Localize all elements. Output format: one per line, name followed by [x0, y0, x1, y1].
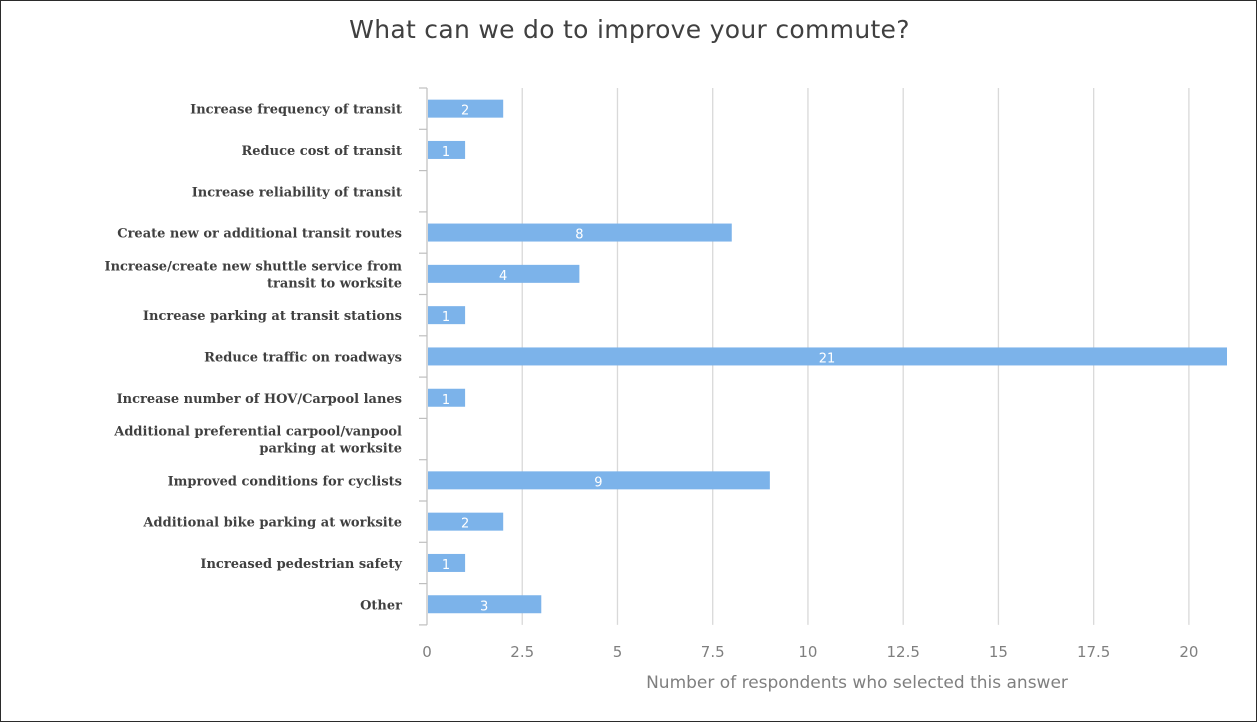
x-axis-title: Number of respondents who selected this …	[646, 673, 1068, 693]
category-label: parking at worksite	[259, 442, 402, 457]
category-label: Additional preferential carpool/vanpool	[113, 425, 402, 440]
category-label: Additional bike parking at worksite	[142, 516, 402, 531]
chart-title: What can we do to improve your commute?	[349, 15, 910, 44]
data-label: 8	[575, 228, 583, 243]
bar	[428, 306, 466, 325]
bar	[428, 347, 1227, 366]
data-label: 1	[442, 393, 450, 408]
x-tick-label: 10	[798, 643, 817, 661]
bar	[428, 388, 466, 407]
bar	[428, 471, 770, 490]
data-label: 2	[461, 517, 469, 532]
x-tick-label: 7.5	[701, 643, 725, 661]
data-label: 21	[819, 351, 836, 366]
category-label: Reduce traffic on roadways	[204, 350, 402, 365]
bar	[428, 553, 466, 572]
x-tick-label: 12.5	[886, 643, 919, 661]
data-label: 3	[480, 599, 488, 614]
x-tick-label: 17.5	[1077, 643, 1110, 661]
bar	[428, 512, 504, 531]
x-tick-label: 0	[422, 643, 432, 661]
x-tick-label: 20	[1179, 643, 1198, 661]
bar	[428, 99, 504, 118]
data-label: 1	[442, 310, 450, 325]
category-label: Increase/create new shuttle service from	[104, 259, 402, 274]
category-label: Reduce cost of transit	[241, 144, 402, 159]
category-label: Create new or additional transit routes	[117, 227, 402, 242]
category-label: Other	[360, 598, 402, 613]
data-label: 1	[442, 558, 450, 573]
x-tick-label: 5	[613, 643, 623, 661]
x-tick-label: 2.5	[510, 643, 534, 661]
bar	[428, 223, 732, 242]
data-label: 1	[442, 145, 450, 160]
category-label: Increase parking at transit stations	[143, 309, 402, 324]
x-tick-label: 15	[989, 643, 1008, 661]
value-axis: 0 2.5 5 7.5 10 12.5 15 17.5 20	[422, 643, 1198, 661]
bar	[428, 264, 580, 283]
data-label: 9	[594, 475, 602, 490]
category-label: Increased pedestrian safety	[200, 557, 402, 572]
data-label: 2	[461, 104, 469, 119]
category-label: Increase frequency of transit	[190, 103, 402, 118]
category-label: Improved conditions for cyclists	[168, 474, 402, 489]
category-label: Increase reliability of transit	[192, 185, 402, 200]
bar	[428, 595, 542, 614]
data-label: 4	[499, 269, 507, 284]
category-label: Increase number of HOV/Carpool lanes	[117, 392, 402, 407]
category-axis: Increase frequency of transit Reduce cost…	[104, 87, 428, 626]
bar	[428, 140, 466, 159]
category-label: transit to worksite	[267, 276, 402, 291]
